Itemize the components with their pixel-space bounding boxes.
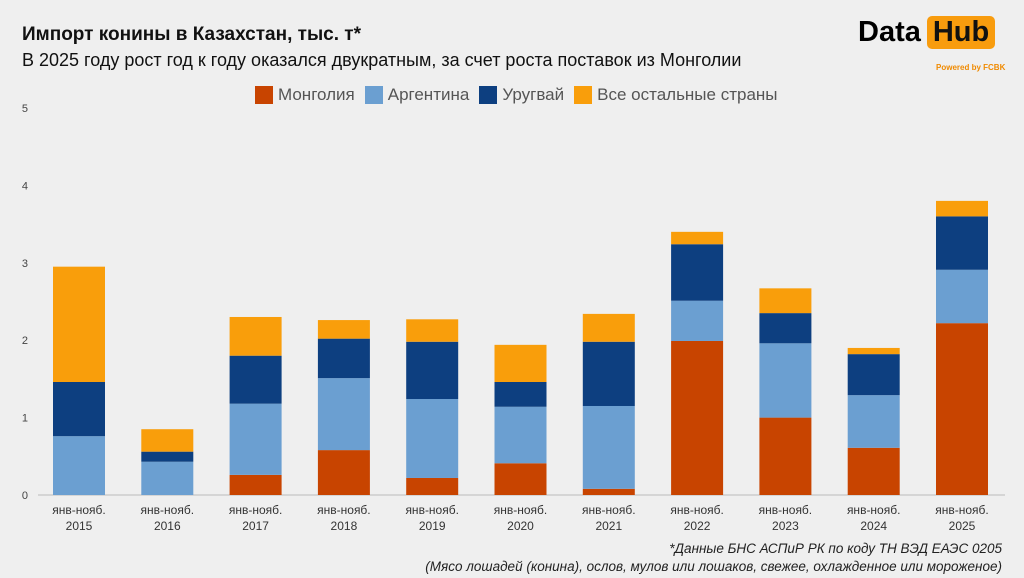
footnote-source: *Данные БНС АСПиР РК по коду ТН ВЭД ЕАЭС… xyxy=(669,541,1002,556)
bar-segment xyxy=(229,316,282,356)
bar-segment xyxy=(53,436,105,495)
bar-segment xyxy=(406,399,459,478)
bar-segment xyxy=(847,347,900,355)
x-tick-label: янв-нояб. xyxy=(759,503,813,517)
legend-item: Все остальные страны xyxy=(574,85,778,105)
legend-item: Монголия xyxy=(255,85,355,105)
bar-segment xyxy=(582,405,635,489)
x-tick-label: янв-нояб. xyxy=(494,503,548,517)
legend-swatch xyxy=(479,86,498,104)
bar-segment xyxy=(936,200,988,217)
y-tick-label: 1 xyxy=(22,413,28,425)
x-tick-year: 2025 xyxy=(949,519,976,533)
bar-segment xyxy=(671,231,724,245)
x-tick-label: янв-нояб. xyxy=(229,503,283,517)
x-tick-label: янв-нояб. xyxy=(317,503,371,517)
bar-segment xyxy=(494,463,547,495)
x-tick-year: 2018 xyxy=(331,519,358,533)
x-tick-year: 2023 xyxy=(772,519,799,533)
x-tick-label: янв-нояб. xyxy=(52,503,106,517)
legend-label: Уругвай xyxy=(502,85,565,104)
legend-item: Аргентина xyxy=(364,85,470,105)
bar-segment xyxy=(847,447,900,495)
x-tick-year: 2016 xyxy=(154,519,181,533)
bar-segment xyxy=(229,474,282,495)
bar-segment xyxy=(847,354,900,396)
bar-segment xyxy=(759,313,812,344)
bar-segment xyxy=(671,340,724,495)
legend-label: Все остальные страны xyxy=(597,85,778,104)
x-tick-year: 2015 xyxy=(66,519,93,533)
x-tick-label: янв-нояб. xyxy=(935,503,989,517)
y-tick-label: 5 xyxy=(22,103,28,115)
bar-segment xyxy=(759,288,812,314)
x-tick-label: янв-нояб. xyxy=(405,503,459,517)
bar-segment xyxy=(671,244,724,301)
bar-segment xyxy=(494,406,547,464)
x-tick-year: 2017 xyxy=(242,519,269,533)
bar-segment xyxy=(229,403,282,475)
x-tick-year: 2024 xyxy=(860,519,887,533)
y-tick-label: 2 xyxy=(22,335,28,347)
bar-segment xyxy=(406,341,459,400)
bar-segment xyxy=(671,300,724,341)
legend-item: Уругвай xyxy=(479,85,564,105)
chart-subtitle: В 2025 году рост год к году оказался дву… xyxy=(22,50,742,70)
bar-segment xyxy=(317,450,370,495)
bar-segment xyxy=(53,266,105,382)
bar-segment xyxy=(141,429,194,452)
logo-hub: Hub xyxy=(926,16,996,49)
legend-swatch xyxy=(255,86,273,104)
logo-powered: Powered by FCBK xyxy=(936,63,1006,72)
y-tick-label: 0 xyxy=(22,490,28,502)
y-tick-label: 4 xyxy=(22,180,28,192)
bar-segment xyxy=(494,344,547,382)
bar-segment xyxy=(141,461,194,495)
bar-segment xyxy=(317,378,370,451)
x-tick-label: янв-нояб. xyxy=(670,503,724,517)
x-tick-year: 2020 xyxy=(507,519,534,533)
x-tick-label: янв-нояб. xyxy=(847,503,901,517)
x-tick-label: янв-нояб. xyxy=(141,503,195,517)
x-tick-year: 2021 xyxy=(595,519,622,533)
bar-segment xyxy=(759,343,812,418)
bar-segment xyxy=(406,319,459,342)
bar-segment xyxy=(847,395,900,448)
x-tick-year: 2019 xyxy=(419,519,446,533)
bar-segment xyxy=(936,323,988,495)
bar-segment xyxy=(582,488,635,495)
bar-segment xyxy=(936,269,988,324)
legend: Монголия Аргентина Уругвай Все остальные ст… xyxy=(255,85,778,105)
legend-label: Монголия xyxy=(278,85,355,104)
bar-segment xyxy=(582,341,635,406)
bar-segment xyxy=(317,338,370,379)
legend-swatch xyxy=(574,86,593,104)
bar-segment xyxy=(141,451,194,462)
bar-segment xyxy=(936,216,988,270)
bar-segment xyxy=(494,381,547,407)
legend-swatch xyxy=(364,86,383,104)
datahub-logo: Data Hub xyxy=(858,16,996,49)
bar-segment xyxy=(406,477,459,495)
bar-segment xyxy=(53,381,105,437)
x-tick-label: янв-нояб. xyxy=(582,503,636,517)
chart-title: Импорт конины в Казахстан, тыс. т* xyxy=(22,24,362,45)
bar-segment xyxy=(759,417,812,495)
footnote-description: (Мясо лошадей (конина), ослов, мулов или… xyxy=(425,559,1002,574)
bar-segment xyxy=(582,313,635,342)
x-tick-year: 2022 xyxy=(684,519,711,533)
bar-segment xyxy=(317,320,370,339)
logo-text: Data xyxy=(858,16,921,48)
y-tick-label: 3 xyxy=(22,258,28,270)
bar-segment xyxy=(229,355,282,404)
legend-label: Аргентина xyxy=(387,85,470,104)
